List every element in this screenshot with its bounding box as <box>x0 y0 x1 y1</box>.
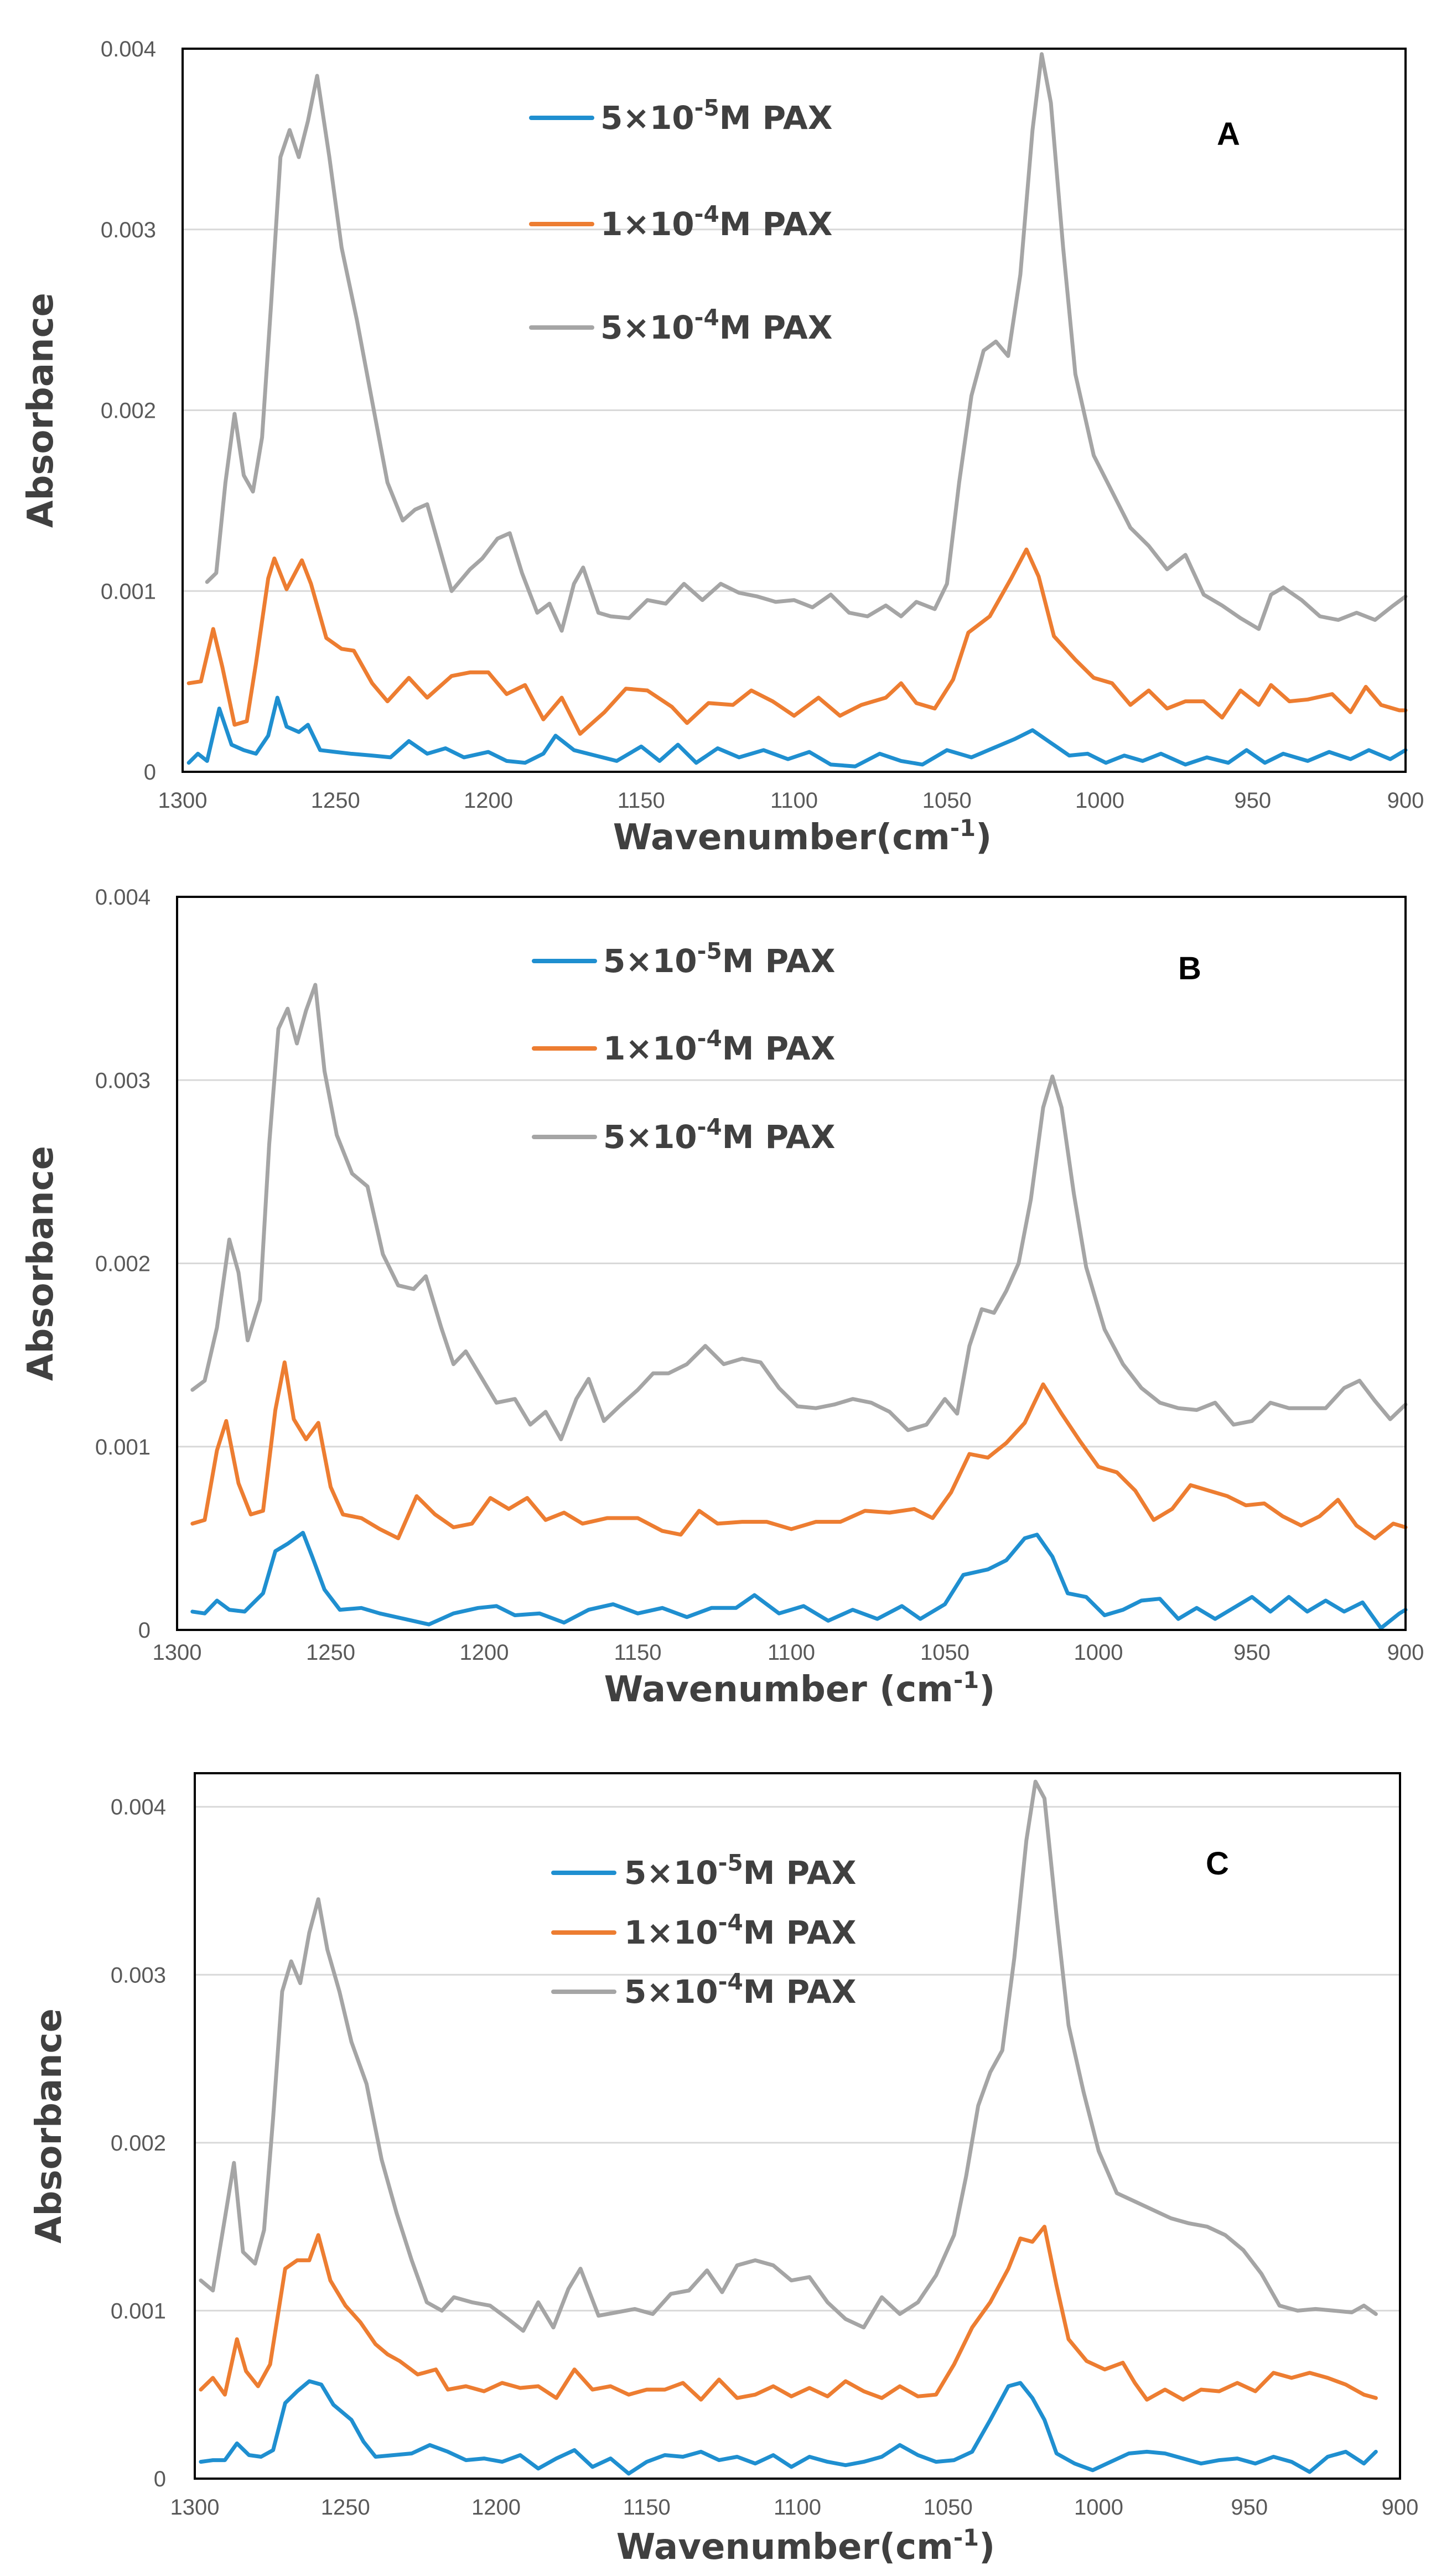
x-tick-label: 1200 <box>460 1640 509 1665</box>
x-tick-label: 1200 <box>464 788 513 813</box>
y-tick-label: 0.003 <box>111 1963 166 1987</box>
legend-label-1: 5×10-5M PAX <box>603 938 835 980</box>
series-line-2 <box>186 547 1408 736</box>
legend-label-1: 5×10-5M PAX <box>600 95 832 137</box>
x-tick-label: 900 <box>1382 2495 1419 2520</box>
y-tick-label: 0.003 <box>95 1068 151 1093</box>
plot-frame <box>176 896 1407 1631</box>
x-tick-label: 1250 <box>306 1640 355 1665</box>
x-tick-label: 1250 <box>311 788 360 813</box>
x-tick-label: 1000 <box>1075 788 1124 813</box>
x-tick-label: 1150 <box>614 1640 661 1665</box>
y-tick-label: 0.003 <box>101 218 156 242</box>
series-line-3 <box>205 52 1408 633</box>
x-tick-label: 1100 <box>770 788 818 813</box>
legend-label-2: 1×10-4M PAX <box>624 1909 856 1951</box>
y-tick-label: 0.002 <box>101 399 156 423</box>
y-axis-title: Absorbance <box>29 2008 70 2243</box>
chart-panel-A: 0 0.001 0.002 0.003 0.004 1300 1250 1200 1150 110… <box>20 37 1424 858</box>
x-tick-label: 1050 <box>920 1640 969 1665</box>
legend: 5×10-5M PAX 1×10-4M PAX 5×10-4M PAX <box>532 938 835 1156</box>
series-line-1 <box>186 695 1408 768</box>
y-tick-label: 0.001 <box>101 579 156 604</box>
series-line-2 <box>199 2225 1378 2402</box>
panel-label: B <box>1178 951 1201 986</box>
x-tick-label: 1200 <box>471 2495 521 2520</box>
chart-panel-B: 0 0.001 0.002 0.003 0.004 1300 1250 1200 1150 110… <box>20 885 1424 1710</box>
series-line-3 <box>190 983 1408 1441</box>
x-tick-label: 1150 <box>623 2495 671 2520</box>
plot-frame <box>194 1772 1401 2480</box>
x-tick-label: 1300 <box>170 2495 220 2520</box>
series-line-1 <box>199 2379 1378 2476</box>
y-tick-label: 0 <box>138 1618 151 1643</box>
x-axis-title: Wavenumber(cm-1) <box>613 814 992 859</box>
legend-label-1: 5×10-5M PAX <box>624 1850 856 1892</box>
x-tick-label: 1100 <box>768 1640 815 1665</box>
y-tick-label: 0.001 <box>95 1435 151 1460</box>
y-tick-label: 0.004 <box>101 37 156 61</box>
x-tick-label: 950 <box>1231 2495 1268 2520</box>
y-tick-label: 0 <box>154 2467 166 2491</box>
legend-label-3: 5×10-4M PAX <box>603 1114 835 1156</box>
y-axis-title: Absorbance <box>20 293 61 528</box>
x-tick-label: 1250 <box>321 2495 370 2520</box>
legend: 5×10-5M PAX 1×10-4M PAX 5×10-4M PAX <box>529 95 832 346</box>
y-tick-label: 0.002 <box>111 2131 166 2156</box>
y-axis-title: Absorbance <box>20 1146 61 1381</box>
plot-frame <box>182 48 1407 773</box>
panel-label: C <box>1206 1846 1229 1882</box>
x-axis-title: Wavenumber (cm-1) <box>604 1666 996 1711</box>
y-tick-label: 0 <box>144 760 156 785</box>
legend-label-3: 5×10-4M PAX <box>624 1969 856 2011</box>
x-tick-label: 1300 <box>153 1640 202 1665</box>
series-line-3 <box>199 1779 1378 2333</box>
legend-label-3: 5×10-4M PAX <box>600 304 832 346</box>
legend-label-2: 1×10-4M PAX <box>603 1025 835 1067</box>
x-tick-label: 1000 <box>1074 2495 1123 2520</box>
x-tick-label: 1050 <box>922 788 972 813</box>
panel-label: A <box>1217 116 1240 152</box>
x-tick-label: 900 <box>1387 788 1424 813</box>
y-tick-label: 0.001 <box>111 2299 166 2323</box>
x-tick-label: 1300 <box>158 788 208 813</box>
x-tick-label: 950 <box>1234 788 1271 813</box>
x-tick-label: 1150 <box>618 788 665 813</box>
legend: 5×10-5M PAX 1×10-4M PAX 5×10-4M PAX <box>551 1850 856 2011</box>
x-tick-label: 1000 <box>1074 1640 1123 1665</box>
x-axis-title: Wavenumber(cm-1) <box>616 2524 996 2568</box>
y-tick-label: 0.004 <box>111 1795 166 1820</box>
x-tick-label: 900 <box>1387 1640 1424 1665</box>
series-line-1 <box>190 1530 1408 1630</box>
chart-panel-C: 0 0.001 0.002 0.003 0.004 1300 1250 1200 1150 110… <box>29 1772 1419 2568</box>
x-tick-label: 950 <box>1233 1640 1271 1665</box>
series-line-2 <box>190 1360 1408 1540</box>
y-tick-label: 0.002 <box>95 1252 151 1276</box>
y-tick-label: 0.004 <box>95 885 151 910</box>
x-tick-label: 1050 <box>924 2495 973 2520</box>
legend-label-2: 1×10-4M PAX <box>600 201 832 243</box>
x-tick-label: 1100 <box>774 2495 821 2520</box>
